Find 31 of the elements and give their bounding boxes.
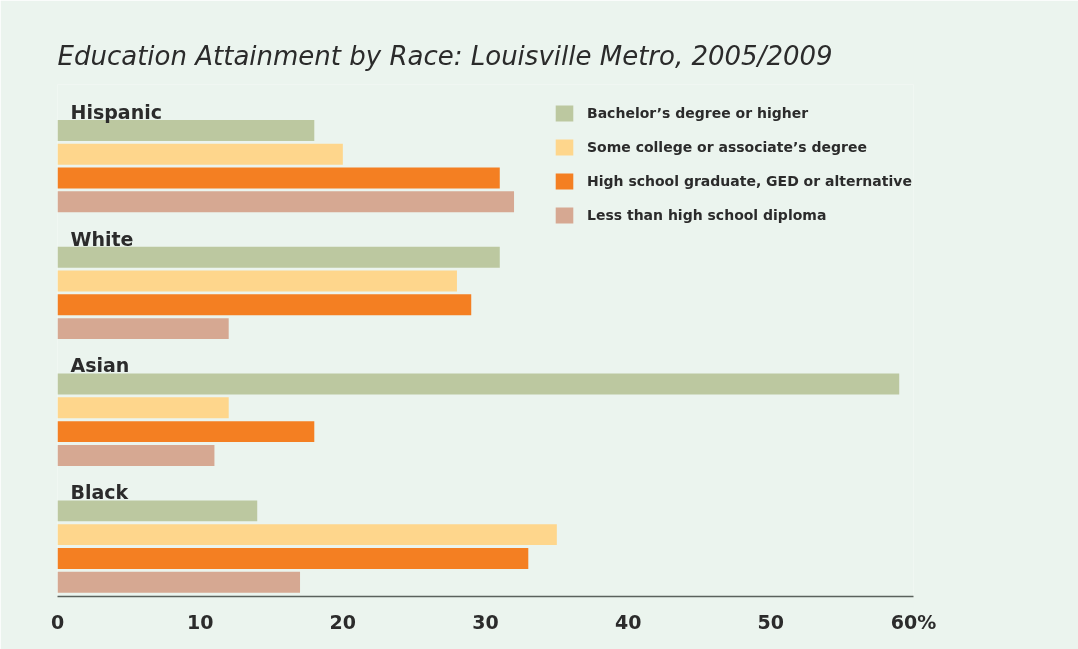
bar bbox=[57, 270, 457, 292]
bar bbox=[57, 397, 229, 419]
y-tick-label: Hispanic bbox=[70, 100, 162, 123]
bar bbox=[57, 191, 515, 213]
x-tick-label: 60% bbox=[890, 610, 937, 633]
bar bbox=[57, 571, 301, 593]
x-tick-label: 50 bbox=[757, 610, 785, 633]
bar bbox=[57, 444, 215, 466]
bar bbox=[57, 143, 343, 165]
x-tick-label: 20 bbox=[329, 610, 357, 633]
x-tick-label: 30 bbox=[472, 610, 499, 633]
bar bbox=[57, 524, 557, 546]
y-tick-label: White bbox=[70, 227, 134, 250]
bar bbox=[57, 500, 258, 522]
x-tick-label: 10 bbox=[186, 610, 214, 633]
legend-label: Some college or associate’s degree bbox=[587, 139, 867, 155]
bar bbox=[57, 318, 229, 340]
y-tick-label: Asian bbox=[70, 354, 130, 377]
legend-label: Less than high school diploma bbox=[587, 207, 827, 223]
bar bbox=[57, 246, 500, 268]
bar bbox=[57, 294, 472, 316]
y-tick-label: Black bbox=[70, 481, 129, 504]
bar bbox=[57, 167, 500, 189]
bar bbox=[57, 421, 315, 443]
x-tick-label: 40 bbox=[614, 610, 642, 633]
x-tick-label: 0 bbox=[50, 610, 65, 633]
bar bbox=[57, 547, 529, 569]
legend-label: High school graduate, GED or alternative bbox=[587, 173, 912, 189]
legend-label: Bachelor’s degree or higher bbox=[587, 105, 809, 121]
bar bbox=[57, 373, 900, 395]
chart-title: Education Attainment by Race: Louisville Metro, 2005/2009 bbox=[57, 40, 833, 71]
